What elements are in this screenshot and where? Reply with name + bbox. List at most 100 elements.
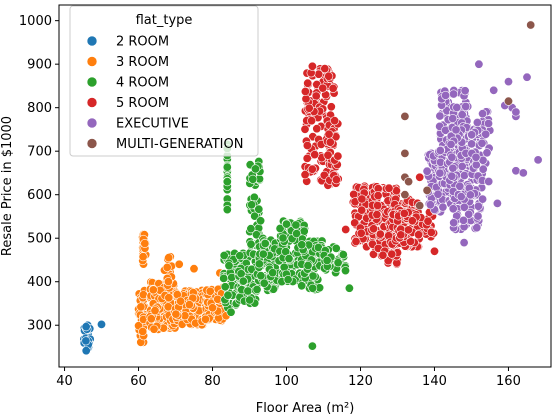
y-tick-label: 700 xyxy=(27,145,52,160)
data-point xyxy=(467,139,477,149)
data-point xyxy=(81,322,91,332)
data-point xyxy=(461,102,471,112)
data-point xyxy=(474,59,484,69)
legend-label: 2 ROOM xyxy=(116,35,169,50)
data-point xyxy=(414,230,424,240)
data-point xyxy=(503,77,513,87)
data-point xyxy=(458,215,468,225)
data-point xyxy=(511,166,521,176)
data-point xyxy=(300,87,310,97)
data-point xyxy=(148,285,158,295)
series-4-room xyxy=(219,139,406,351)
x-tick-label: 40 xyxy=(56,374,73,389)
data-point xyxy=(441,90,451,100)
data-point xyxy=(459,202,469,212)
data-point xyxy=(511,107,521,117)
data-point xyxy=(258,249,268,259)
data-point xyxy=(400,148,410,158)
data-point xyxy=(278,233,288,243)
data-point xyxy=(406,236,416,246)
data-point xyxy=(331,243,341,253)
legend-item: EXECUTIVE xyxy=(86,117,189,132)
data-point xyxy=(150,306,160,316)
data-point xyxy=(503,96,513,106)
data-point xyxy=(301,94,311,104)
data-point xyxy=(325,137,335,147)
data-point xyxy=(243,286,253,296)
data-point xyxy=(459,238,469,248)
data-point xyxy=(297,281,307,291)
data-point xyxy=(467,130,477,140)
data-point xyxy=(310,150,320,160)
data-point xyxy=(433,189,443,199)
data-point xyxy=(333,151,343,161)
data-point xyxy=(399,208,409,218)
series-5-room xyxy=(300,61,439,269)
x-axis-ticks: 40 60 80 100 120 140 160 xyxy=(56,367,521,389)
data-point xyxy=(256,271,266,281)
legend-marker xyxy=(86,76,98,88)
data-point xyxy=(422,185,432,195)
data-point xyxy=(326,102,336,112)
x-tick-label: 100 xyxy=(274,374,299,389)
legend: flat_type 2 ROOM 3 ROOM 4 ROOM 5 ROOM EXECUT… xyxy=(69,5,259,157)
data-point xyxy=(184,300,194,310)
legend-item: 3 ROOM xyxy=(86,55,169,70)
legend-item: MULTI-GENERATION xyxy=(86,137,243,152)
data-point xyxy=(333,258,343,268)
series-3-room xyxy=(134,229,236,347)
data-point xyxy=(435,168,445,178)
data-point xyxy=(403,225,413,235)
data-point xyxy=(81,346,91,356)
legend-item: 4 ROOM xyxy=(86,76,169,91)
data-point xyxy=(449,218,459,228)
data-point xyxy=(324,129,334,139)
data-point xyxy=(350,218,360,228)
data-point xyxy=(205,286,215,296)
data-point xyxy=(331,175,341,185)
data-point xyxy=(171,309,181,319)
data-point xyxy=(357,194,367,204)
x-tick-label: 140 xyxy=(422,374,447,389)
data-point xyxy=(81,336,91,346)
legend-label: MULTI-GENERATION xyxy=(116,137,243,152)
data-point xyxy=(481,129,491,139)
data-point xyxy=(246,224,256,234)
data-point xyxy=(163,277,173,287)
y-tick-label: 300 xyxy=(27,319,52,334)
y-tick-label: 600 xyxy=(27,188,52,203)
data-point xyxy=(423,216,433,226)
data-point xyxy=(473,201,483,211)
data-point xyxy=(252,284,262,294)
data-point xyxy=(356,228,366,238)
data-point xyxy=(349,189,359,199)
data-point xyxy=(477,138,487,148)
data-point xyxy=(457,110,467,120)
data-point xyxy=(140,239,150,249)
x-axis-label: Floor Area (m²) xyxy=(256,401,355,416)
data-point xyxy=(247,200,257,210)
data-point xyxy=(260,239,270,249)
data-point xyxy=(368,249,378,259)
data-point xyxy=(146,314,156,324)
data-point xyxy=(400,111,410,121)
data-point xyxy=(460,86,470,96)
data-point xyxy=(224,261,234,271)
data-point xyxy=(251,164,261,174)
data-point xyxy=(314,69,324,79)
data-point xyxy=(304,103,314,113)
data-point xyxy=(164,253,174,263)
data-point xyxy=(323,150,333,160)
x-tick-label: 80 xyxy=(204,374,221,389)
data-point xyxy=(451,125,461,135)
data-point xyxy=(238,276,248,286)
data-point xyxy=(422,166,432,176)
data-point xyxy=(245,295,255,305)
data-point xyxy=(97,319,107,329)
data-point xyxy=(448,114,458,124)
legend-marker xyxy=(86,56,98,67)
data-point xyxy=(235,251,245,261)
data-point xyxy=(375,229,385,239)
data-point xyxy=(340,266,350,276)
data-point xyxy=(459,171,469,181)
